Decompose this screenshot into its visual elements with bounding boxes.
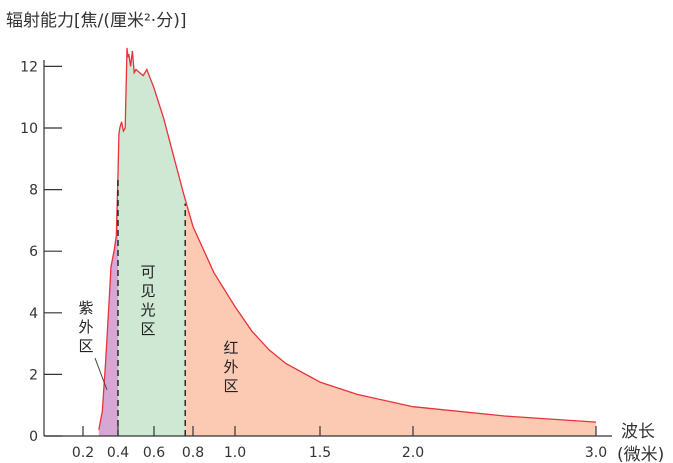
uv-label-pointer bbox=[94, 357, 108, 391]
y-tick-label: 0 bbox=[29, 429, 38, 445]
y-tick-label: 6 bbox=[29, 244, 38, 260]
region-label-char: 红 bbox=[223, 339, 238, 357]
region-label-char: 紫 bbox=[78, 299, 93, 317]
region-label-char: 区 bbox=[140, 320, 155, 338]
x-tick-label: 1.0 bbox=[224, 445, 246, 461]
x-axis-title-line2: (微米) bbox=[617, 445, 664, 463]
y-axis-title: 辐射能力[焦/(厘米²·分)] bbox=[6, 11, 186, 31]
region-label-char: 外 bbox=[223, 358, 238, 376]
x-tick-label: 0.4 bbox=[107, 445, 129, 461]
y-tick-label: 2 bbox=[29, 367, 38, 383]
y-axis-ticks: 0 2 4 6 8 10 12 bbox=[20, 59, 62, 445]
spectrum-area-group bbox=[98, 47, 596, 437]
x-axis-title-line1: 波长 bbox=[621, 422, 655, 442]
x-axis-ticks: 0.2 0.4 0.6 0.8 1.0 1.5 2.0 3.0 bbox=[72, 426, 607, 461]
y-tick-label: 4 bbox=[29, 306, 38, 322]
x-tick-label: 0.8 bbox=[182, 445, 204, 461]
region-label-char: 见 bbox=[140, 282, 155, 300]
region-area-3 bbox=[185, 199, 596, 436]
x-tick-label: 1.5 bbox=[309, 445, 331, 461]
region-label-char: 光 bbox=[140, 301, 155, 319]
x-tick-label: 3.0 bbox=[585, 445, 607, 461]
region-label-char: 可 bbox=[140, 263, 155, 281]
y-tick-label: 8 bbox=[29, 183, 38, 199]
region-dividers bbox=[117, 178, 186, 436]
region-area-1 bbox=[98, 174, 118, 436]
region-label-char: 外 bbox=[78, 318, 93, 336]
region-area-2 bbox=[118, 47, 186, 437]
region-label-char: 区 bbox=[78, 337, 93, 355]
x-tick-label: 2.0 bbox=[402, 445, 424, 461]
radiation-curve bbox=[98, 47, 597, 430]
x-tick-label: 0.2 bbox=[72, 445, 94, 461]
region-label-char: 区 bbox=[223, 377, 238, 395]
y-tick-label: 10 bbox=[20, 121, 38, 137]
y-tick-label: 12 bbox=[20, 59, 38, 75]
x-tick-label: 0.6 bbox=[143, 445, 165, 461]
